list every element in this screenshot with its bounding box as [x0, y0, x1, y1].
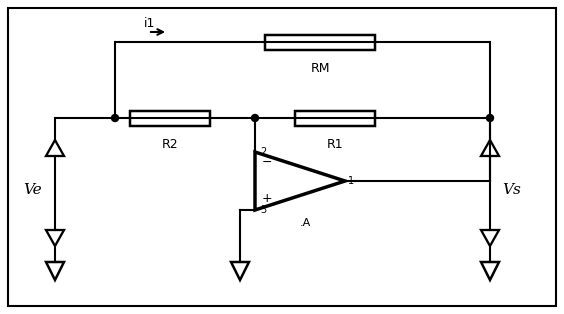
Text: R1: R1 — [327, 138, 343, 150]
Text: .A: .A — [299, 218, 311, 228]
Text: RM: RM — [310, 62, 330, 74]
Text: −: − — [262, 155, 272, 169]
Text: 2: 2 — [260, 147, 266, 157]
Text: +: + — [262, 192, 272, 204]
Text: i1: i1 — [144, 17, 156, 30]
Text: Ve: Ve — [24, 183, 42, 197]
Circle shape — [252, 115, 258, 122]
Text: 3: 3 — [260, 205, 266, 215]
Text: Vs: Vs — [503, 183, 522, 197]
Bar — [130, 111, 210, 126]
Circle shape — [112, 115, 118, 122]
Bar — [265, 35, 375, 50]
Bar — [295, 111, 375, 126]
Text: 1: 1 — [348, 176, 354, 186]
Circle shape — [487, 115, 494, 122]
Text: R2: R2 — [162, 138, 178, 150]
